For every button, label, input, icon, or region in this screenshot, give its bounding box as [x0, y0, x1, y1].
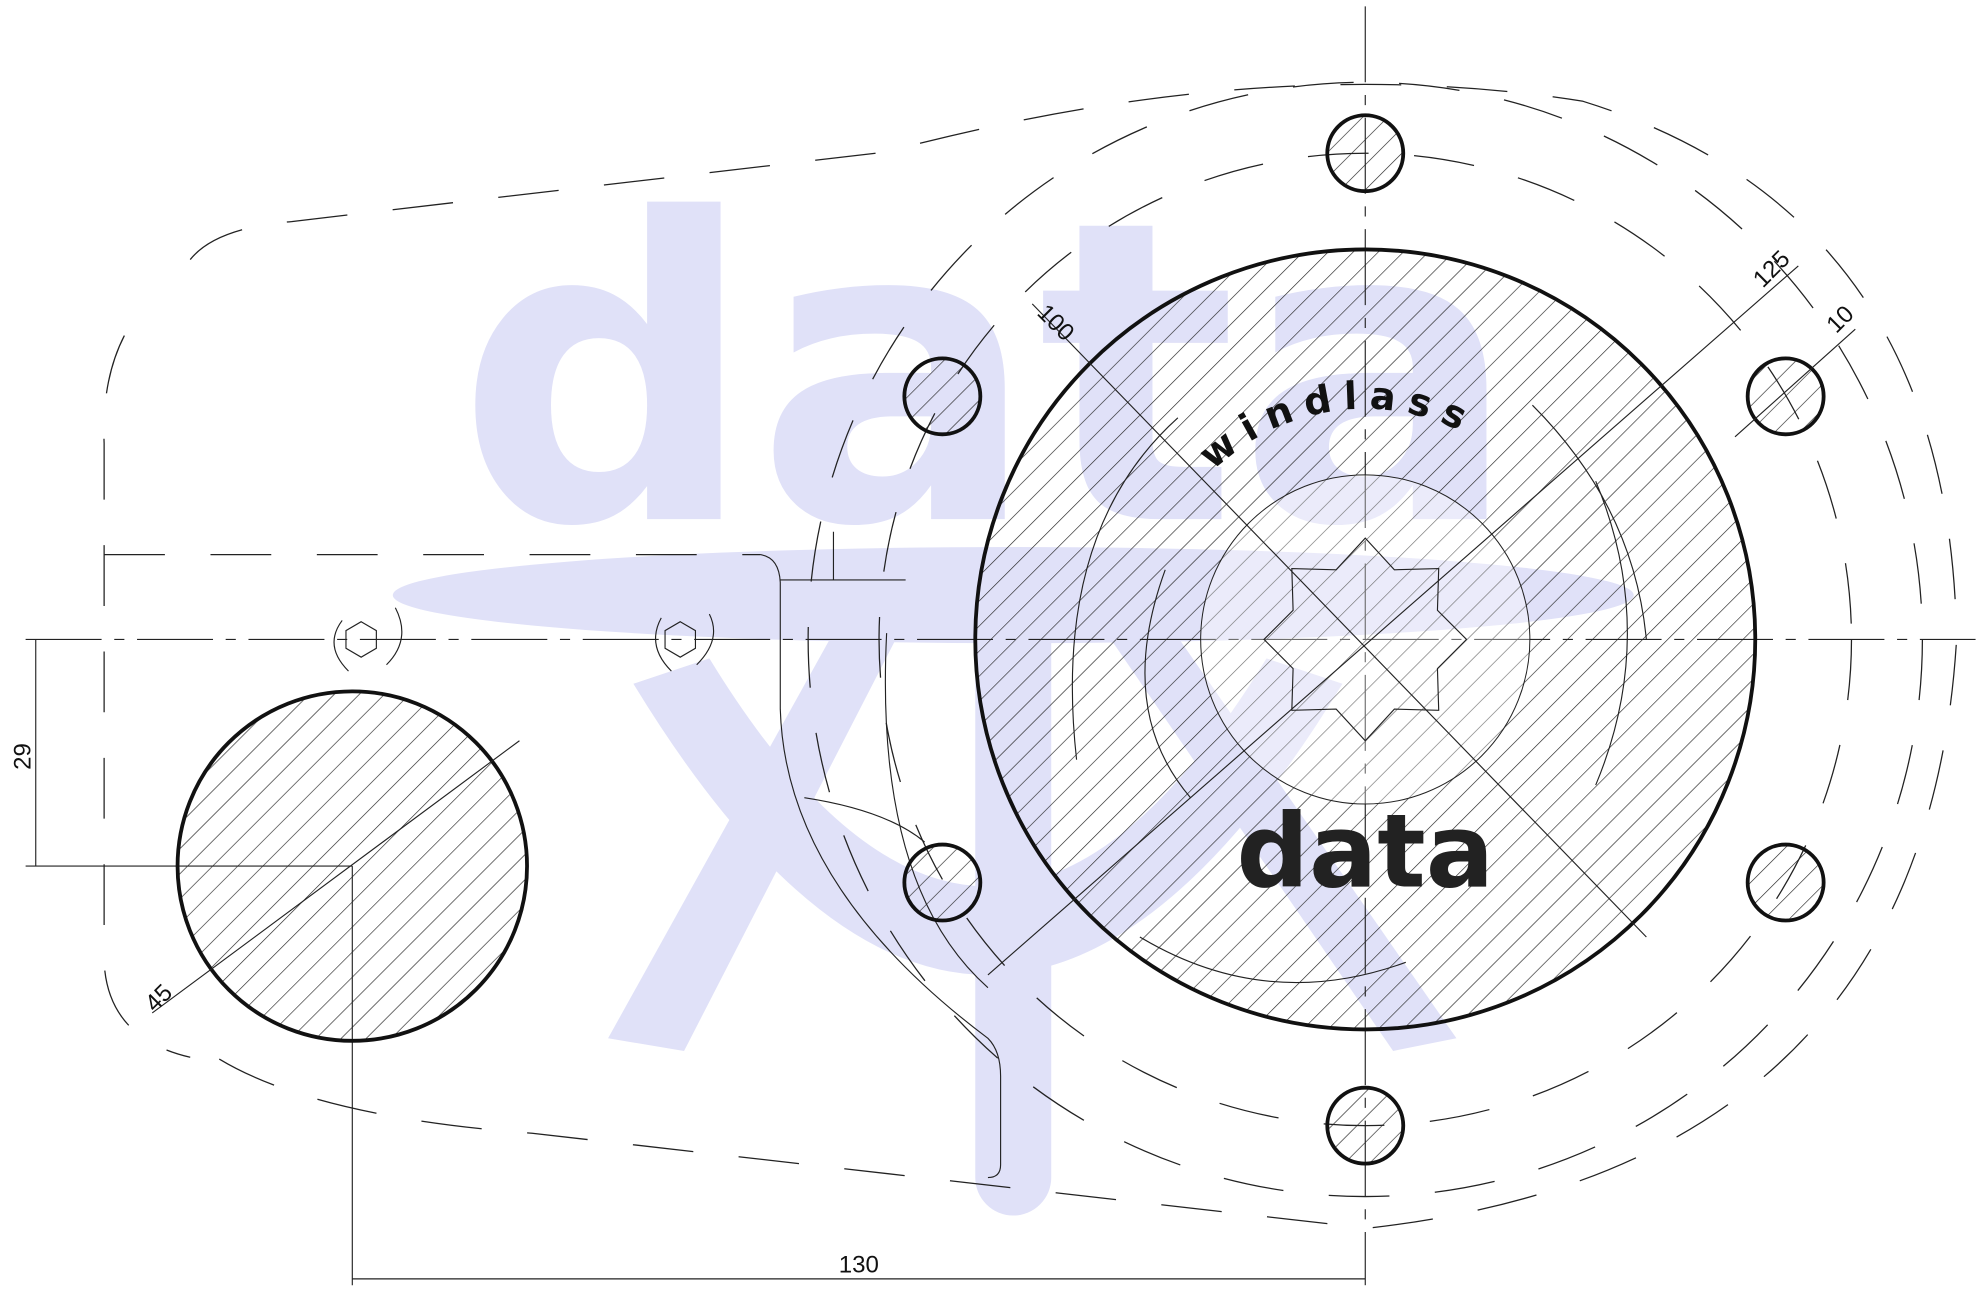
dimension-label: 29: [10, 743, 37, 770]
dimension-label: 125: [1748, 245, 1795, 292]
dimension-label: 45: [140, 979, 178, 1017]
dimension-lines: [35, 265, 1856, 1280]
brand-logo: data: [1236, 792, 1494, 910]
sections: [175, 113, 1826, 1166]
dimension-label: 130: [839, 1252, 879, 1279]
dimension-label: 10: [1821, 301, 1859, 339]
